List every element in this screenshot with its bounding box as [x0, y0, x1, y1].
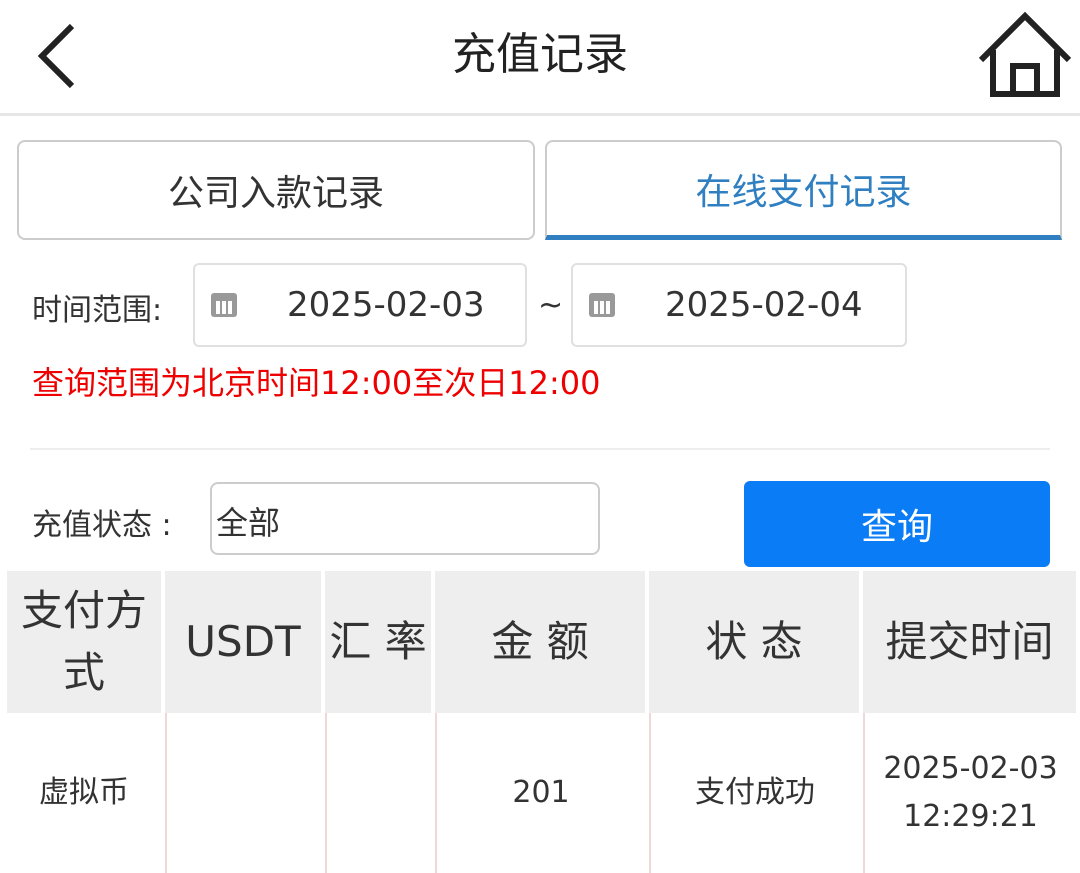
col-status: 状 态 — [649, 571, 859, 713]
status-label: 充值状态 : — [32, 508, 172, 543]
cell-usdt — [165, 713, 321, 873]
calendar-icon — [589, 293, 615, 317]
range-separator: ~ — [538, 288, 564, 323]
cell-amount: 201 — [435, 713, 645, 873]
chevron-left-icon[interactable] — [30, 20, 90, 90]
calendar-icon — [211, 293, 237, 317]
cell-rate — [325, 713, 431, 873]
tab-online-payment[interactable]: 在线支付记录 — [545, 140, 1062, 240]
end-date-input[interactable]: 2025-02-04 — [571, 263, 907, 347]
page-title: 充值记录 — [452, 29, 628, 80]
cell-method: 虚拟币 — [39, 775, 129, 810]
time-range-label: 时间范围: — [32, 293, 163, 328]
divider — [30, 448, 1050, 450]
time-clock: 12:29:21 — [903, 799, 1038, 834]
end-date-value: 2025-02-04 — [665, 285, 863, 325]
col-time: 提交时间 — [863, 571, 1076, 713]
time-date: 2025-02-03 — [883, 751, 1058, 786]
start-date-value: 2025-02-03 — [287, 285, 485, 325]
col-rate: 汇 率 — [325, 571, 431, 713]
query-button[interactable]: 查询 — [744, 481, 1050, 567]
cell-status: 支付成功 — [649, 713, 859, 873]
start-date-input[interactable]: 2025-02-03 — [193, 263, 527, 347]
table-header-row: 支付方式 USDT 汇 率 金 额 状 态 提交时间 — [7, 571, 1076, 713]
col-amount: 金 额 — [435, 571, 645, 713]
home-icon[interactable] — [975, 8, 1075, 98]
header-bar — [0, 0, 1080, 116]
time-range-notice: 查询范围为北京时间12:00至次日12:00 — [32, 364, 601, 402]
cell-time: 2025-02-03 12:29:21 — [863, 713, 1076, 873]
tab-company-deposit[interactable]: 公司入款记录 — [17, 140, 535, 240]
col-usdt: USDT — [165, 571, 321, 713]
records-table: 支付方式 USDT 汇 率 金 额 状 态 提交时间 虚拟币 201 支付成功 … — [3, 571, 1080, 873]
table-row: 虚拟币 201 支付成功 2025-02-03 12:29:21 — [7, 713, 1076, 873]
col-method: 支付方式 — [7, 571, 161, 713]
status-select[interactable]: 全部 — [210, 482, 600, 555]
